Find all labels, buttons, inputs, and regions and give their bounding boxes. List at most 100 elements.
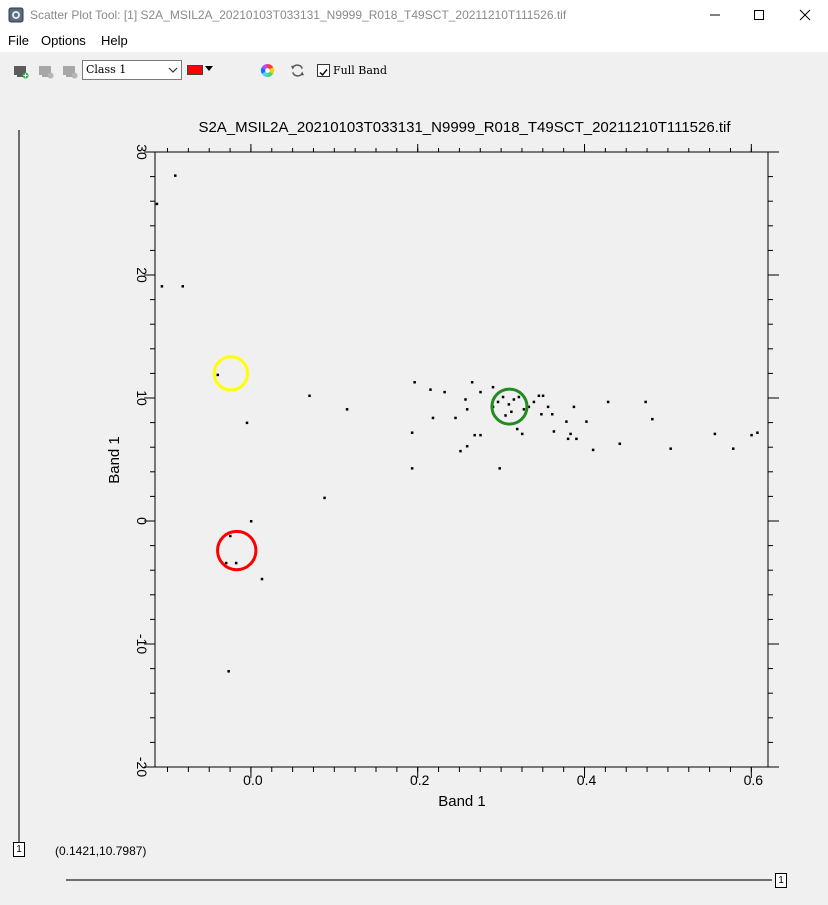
data-point	[454, 416, 457, 420]
data-point	[756, 431, 759, 434]
data-point	[229, 534, 232, 538]
data-point	[473, 433, 476, 437]
data-point	[174, 174, 177, 177]
data-point	[465, 444, 469, 448]
data-point	[569, 432, 572, 436]
data-point	[669, 447, 672, 450]
data-point	[510, 410, 513, 414]
window-title: Scatter Plot Tool: [1] S2A_MSIL2A_202101…	[30, 8, 567, 22]
annotation-circle	[216, 529, 258, 572]
menu-file[interactable]: File	[8, 33, 29, 48]
delete-class-icon[interactable]	[38, 63, 54, 79]
coordinate-readout: (0.1421,10.7987)	[55, 844, 147, 858]
x-tick-label: 0.0	[243, 772, 263, 788]
left-slider-track[interactable]	[15, 130, 23, 842]
data-point	[550, 412, 554, 416]
annotation-circle	[212, 355, 250, 392]
data-point	[234, 561, 238, 565]
data-point	[459, 449, 462, 453]
data-point	[552, 430, 556, 433]
chevron-down-icon	[164, 61, 181, 79]
data-point	[731, 447, 735, 450]
data-point	[541, 394, 545, 398]
x-tick-label: 0.6	[744, 772, 764, 788]
plot-frame	[154, 151, 769, 768]
y-tick-label: 20	[134, 267, 150, 283]
data-point	[572, 405, 576, 409]
data-point	[546, 405, 550, 409]
data-point	[410, 431, 414, 434]
minimize-button[interactable]	[692, 0, 738, 30]
data-point	[750, 433, 753, 437]
y-tick-label: 10	[134, 390, 150, 406]
data-point	[515, 427, 519, 431]
full-band-checkbox[interactable]	[317, 64, 330, 77]
data-point	[429, 388, 432, 391]
bottom-slider-value[interactable]: 1	[775, 873, 787, 888]
data-point	[216, 373, 220, 377]
class-select[interactable]: Class 1	[82, 60, 182, 80]
maximize-icon	[754, 10, 764, 20]
data-point	[585, 420, 588, 423]
checkmark-icon	[319, 69, 328, 77]
close-icon	[799, 9, 811, 21]
class-color-swatch[interactable]	[187, 65, 203, 75]
annotation-circle	[490, 387, 529, 426]
y-axis-label: Band 1	[106, 436, 123, 484]
data-point	[575, 437, 578, 441]
refresh-icon[interactable]	[290, 63, 305, 78]
data-point	[527, 405, 531, 409]
x-tick-label: 0.2	[410, 772, 430, 788]
x-tick-label: 0.4	[577, 772, 597, 788]
data-point	[618, 442, 622, 446]
y-tick-label: -20	[134, 757, 150, 777]
data-point	[443, 390, 446, 394]
data-point	[181, 285, 185, 288]
data-point	[465, 408, 469, 411]
data-point	[431, 416, 435, 420]
close-button[interactable]	[782, 0, 828, 30]
y-tick-label: 0	[134, 517, 150, 525]
data-point	[520, 432, 524, 436]
data-point	[540, 412, 543, 416]
data-point	[522, 408, 526, 411]
data-point	[308, 394, 311, 398]
chart-title: S2A_MSIL2A_20210103T033131_N9999_R018_T4…	[198, 119, 731, 136]
data-point	[504, 414, 507, 417]
data-point	[517, 395, 521, 399]
data-point	[479, 433, 482, 437]
data-point	[464, 398, 467, 401]
data-point	[413, 381, 416, 384]
data-point	[249, 520, 253, 523]
title-bar: Scatter Plot Tool: [1] S2A_MSIL2A_202101…	[0, 0, 828, 30]
data-point	[323, 496, 326, 500]
x-axis-label: Band 1	[438, 793, 486, 810]
data-point	[537, 394, 541, 398]
color-dropdown-icon[interactable]	[205, 66, 213, 72]
data-point	[245, 421, 249, 425]
menu-help[interactable]: Help	[101, 33, 128, 48]
full-band-label: Full Band	[333, 64, 388, 77]
y-tick-label: 30	[134, 144, 150, 160]
data-point	[606, 400, 610, 404]
color-wheel-icon[interactable]	[260, 63, 275, 78]
data-point	[345, 408, 349, 411]
data-point	[591, 448, 595, 452]
bottom-slider-track[interactable]	[66, 876, 772, 884]
data-point	[491, 385, 495, 389]
data-point	[160, 285, 164, 288]
data-point	[566, 437, 570, 441]
left-slider-value[interactable]: 1	[13, 842, 25, 857]
data-point	[260, 577, 264, 581]
minimize-icon	[710, 14, 720, 16]
menu-options[interactable]: Options	[41, 33, 86, 48]
data-point	[410, 467, 414, 470]
data-point	[498, 467, 501, 470]
data-point	[713, 432, 717, 436]
export-class-icon[interactable]	[62, 63, 78, 79]
data-point	[532, 400, 536, 404]
add-class-icon[interactable]	[13, 63, 29, 79]
maximize-button[interactable]	[736, 0, 782, 30]
app-icon	[8, 7, 24, 23]
